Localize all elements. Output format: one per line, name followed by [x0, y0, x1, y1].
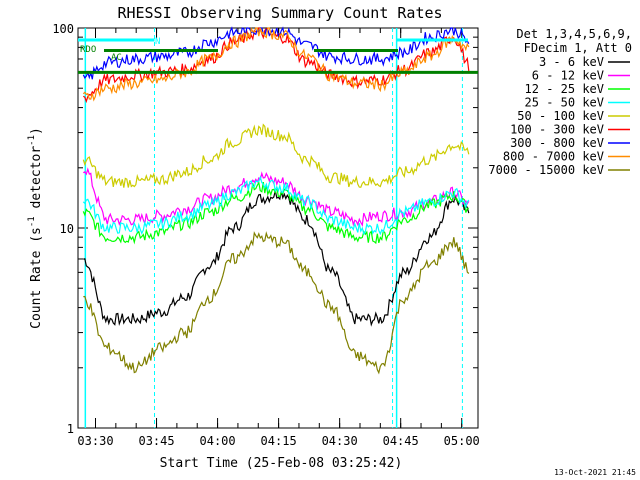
- legend: Det 1,3,4,5,6,9, FDecim 1, Att 0 3 - 6 k…: [488, 27, 632, 177]
- y-axis-ticks: 1 10 100: [52, 22, 478, 436]
- observing-guide-lines: [84, 28, 463, 428]
- series-line-0: [83, 190, 470, 327]
- rdo-label: RDO: [80, 45, 96, 55]
- x-tick-label: 03:45: [138, 434, 174, 448]
- y-axis-label-close: ): [29, 127, 44, 135]
- series-line-4: [82, 123, 470, 188]
- x-axis-ticks: 03:30 03:45 04:00 04:15 04:30 04:45 05:00: [77, 28, 480, 448]
- y-axis-label-tail-sup: -1: [27, 135, 37, 146]
- series-line-6: [82, 26, 470, 80]
- legend-header-line-2: FDecim 1, Att 0: [524, 41, 632, 55]
- series-lines: [82, 26, 470, 375]
- legend-label-2: 12 - 25 keV: [525, 82, 604, 96]
- legend-label-0: 3 - 6 keV: [539, 55, 604, 69]
- legend-header-line-1: Det 1,3,4,5,6,9,: [516, 27, 632, 41]
- ac-label: AC: [111, 53, 122, 63]
- x-axis-label: Start Time (25-Feb-08 03:25:42): [160, 456, 403, 471]
- x-tick-label: 05:00: [444, 434, 480, 448]
- y-axis-label-sup: -1: [27, 216, 37, 227]
- footer-timestamp: 13-Oct-2021 21:45: [554, 468, 636, 477]
- x-tick-label: 04:45: [383, 434, 419, 448]
- x-tick-label: 04:15: [261, 434, 297, 448]
- chart-title: RHESSI Observing Summary Count Rates: [117, 4, 442, 22]
- x-tick-label: 04:00: [200, 434, 236, 448]
- y-tick-label: 100: [52, 22, 74, 36]
- legend-label-8: 7000 - 15000 keV: [488, 163, 604, 177]
- series-line-8: [83, 231, 470, 375]
- y-axis-label-main: Count Rate (s: [29, 227, 44, 329]
- y-axis-label: Count Rate (s-1 detector-1): [27, 127, 44, 329]
- series-line-3: [82, 175, 470, 236]
- legend-label-4: 50 - 100 keV: [517, 109, 604, 123]
- n-label: N: [155, 37, 160, 47]
- x-tick-label: 03:30: [77, 434, 113, 448]
- legend-label-5: 100 - 300 keV: [510, 123, 604, 137]
- flag-lines: RDO N AC: [78, 37, 478, 74]
- y-tick-label: 10: [60, 222, 74, 236]
- legend-label-6: 300 - 800 keV: [510, 136, 604, 150]
- series-line-7: [82, 27, 470, 102]
- y-tick-label: 1: [67, 422, 74, 436]
- y-axis-label-tail: detector: [29, 146, 44, 217]
- legend-label-1: 6 - 12 keV: [532, 69, 604, 83]
- legend-label-7: 800 - 7000 keV: [503, 150, 604, 164]
- legend-label-3: 25 - 50 keV: [525, 96, 604, 110]
- x-tick-label: 04:30: [322, 434, 358, 448]
